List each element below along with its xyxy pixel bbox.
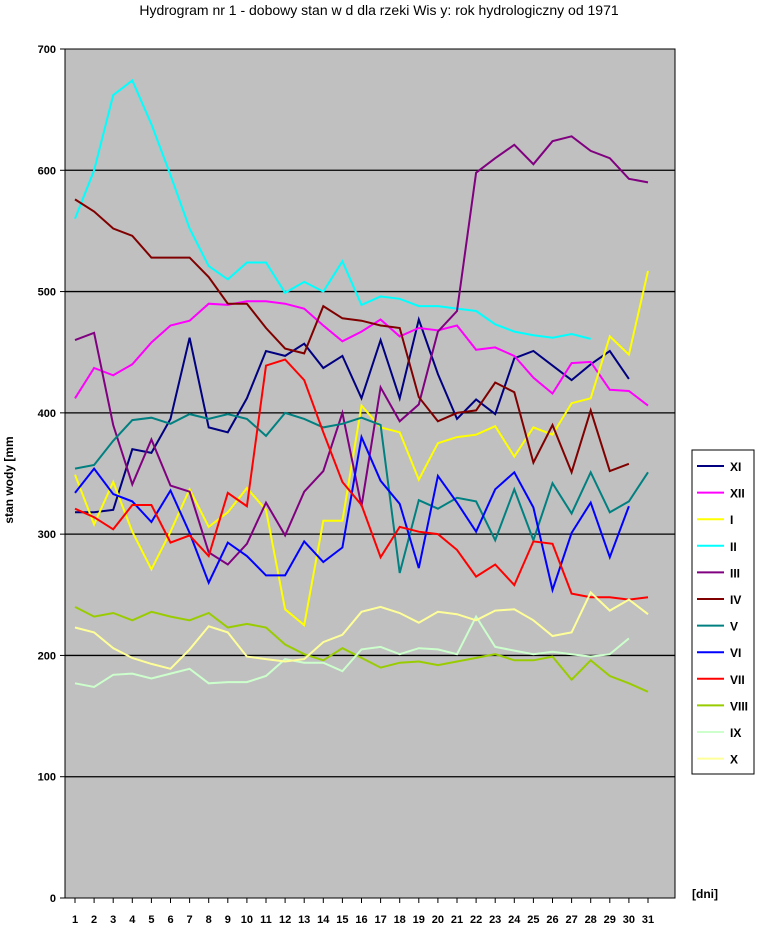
x-tick-label: 14	[317, 914, 330, 926]
x-tick-label: 30	[623, 914, 635, 926]
x-tick-label: 25	[527, 914, 539, 926]
legend-entry-iii: III	[730, 566, 740, 580]
series-line-iv	[74, 198, 630, 476]
x-tick-label: 19	[413, 914, 425, 926]
x-tick-label: 16	[355, 914, 367, 926]
x-tick-label: 15	[336, 914, 348, 926]
legend-entry-iv: IV	[730, 593, 741, 607]
x-tick-label: 13	[298, 914, 310, 926]
y-tick-label: 600	[38, 165, 56, 177]
series-lines	[74, 78, 649, 693]
x-tick-label: 10	[241, 914, 253, 926]
series-line-viii	[74, 606, 649, 693]
chart-title: Hydrogram nr 1 - dobowy stan w d dla rze…	[139, 2, 619, 18]
x-tick-label: 20	[432, 914, 444, 926]
legend-entry-xii: XII	[730, 487, 745, 501]
x-tick-label: 27	[565, 914, 577, 926]
series-line-vii	[74, 358, 649, 601]
x-tick-label: 18	[394, 914, 406, 926]
x-axis-ticks: 1 2 3 4 5 6 7 8 9 10 11 12 13 14 15 16 17 18 19 20 21 22 23 24 2…	[72, 898, 654, 926]
y-tick-label: 400	[38, 408, 56, 420]
x-tick-label: 31	[642, 914, 654, 926]
x-tick-label: 6	[167, 914, 173, 926]
series-line-ii	[74, 78, 591, 340]
y-axis-ticks: 0 100 200 300 400 500 600 700	[38, 44, 65, 905]
y-tick-label: 0	[50, 893, 56, 905]
x-tick-label: 2	[91, 914, 97, 926]
x-tick-label: 24	[508, 914, 521, 926]
x-tick-label: 4	[129, 914, 136, 926]
x-tick-label: 1	[72, 914, 78, 926]
x-tick-label: 22	[470, 914, 482, 926]
x-tick-label: 17	[374, 914, 386, 926]
x-tick-label: 12	[279, 914, 291, 926]
x-axis-label: [dni]	[692, 887, 718, 901]
x-tick-label: 9	[225, 914, 231, 926]
legend-entry-vii: VII	[730, 673, 745, 687]
series-line-xii	[74, 300, 649, 407]
y-tick-label: 100	[38, 772, 56, 784]
y-tick-label: 200	[38, 650, 56, 662]
legend-entry-v: V	[730, 620, 738, 634]
x-tick-label: 29	[604, 914, 616, 926]
legend-entry-vi: VI	[730, 646, 741, 660]
y-axis-label: stan wody [mm	[2, 436, 16, 523]
legend-entry-ii: II	[730, 540, 737, 554]
legend-entry-x: X	[730, 753, 738, 767]
x-tick-label: 23	[489, 914, 501, 926]
series-line-i	[74, 270, 649, 627]
x-tick-label: 3	[110, 914, 116, 926]
series-line-ix	[74, 614, 630, 689]
x-tick-label: 11	[260, 914, 272, 926]
series-line-x	[74, 590, 649, 670]
y-tick-label: 700	[38, 44, 56, 56]
legend-entry-ix: IX	[730, 726, 741, 740]
legend-entry-xi: XI	[730, 460, 741, 474]
series-line-v	[74, 411, 649, 574]
legend-entry-i: I	[730, 513, 733, 527]
x-tick-label: 8	[206, 914, 212, 926]
plot-area	[64, 48, 676, 899]
x-tick-label: 28	[585, 914, 597, 926]
y-tick-label: 300	[38, 529, 56, 541]
y-tick-label: 500	[38, 287, 56, 299]
legend-entry-viii: VIII	[730, 699, 748, 713]
legend-box	[691, 449, 755, 775]
x-tick-label: 7	[187, 914, 193, 926]
x-tick-label: 21	[451, 914, 463, 926]
x-tick-label: 5	[148, 914, 154, 926]
x-tick-label: 26	[546, 914, 558, 926]
series-line-xi	[75, 315, 630, 514]
